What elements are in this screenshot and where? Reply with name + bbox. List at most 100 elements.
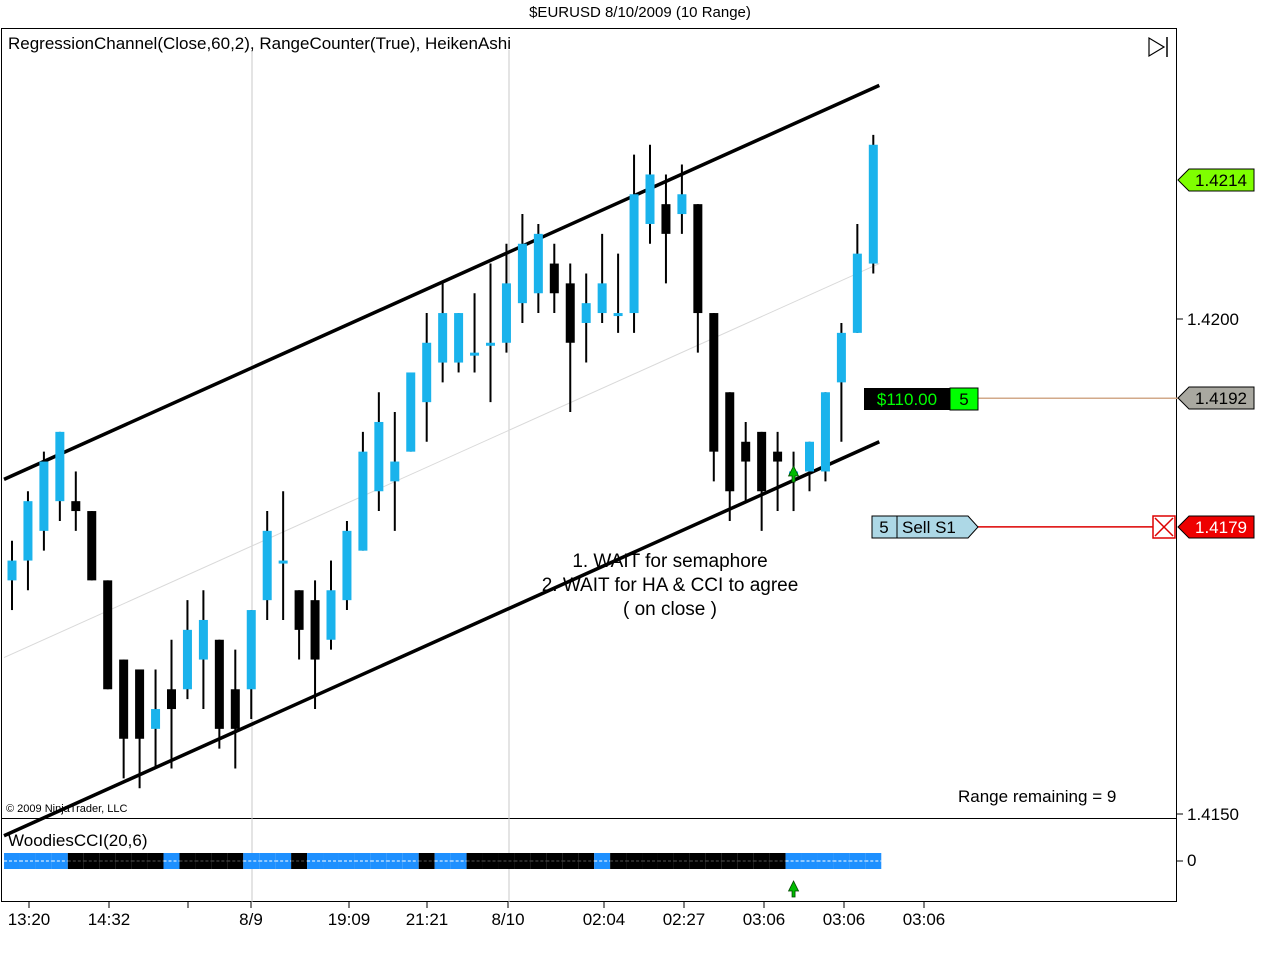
semaphore-arrow [787, 465, 800, 483]
cci-panel[interactable] [1, 819, 1177, 902]
candle-body [533, 233, 543, 294]
candle [757, 431, 767, 531]
candle [454, 313, 464, 373]
candle-body [406, 372, 416, 452]
candle [868, 134, 878, 274]
order-qty-text: 5 [879, 518, 888, 537]
x-tick-label: 8/9 [239, 910, 263, 929]
candle [406, 372, 416, 452]
order-label-text: Sell S1 [902, 518, 956, 537]
candle-body [182, 629, 192, 690]
candle-body [438, 313, 448, 363]
pnl-box-bg [864, 388, 950, 410]
candle-body [374, 421, 384, 492]
annotation-text: 1. WAIT for semaphore 2. WAIT for HA & C… [520, 550, 820, 622]
candle [820, 392, 830, 482]
cci-semaphore-arrow [787, 880, 800, 898]
position-qty-box [949, 387, 979, 411]
last-price-text: 1.4214 [1195, 171, 1247, 190]
candle [119, 659, 129, 779]
play-to-end-icon[interactable] [1148, 36, 1168, 58]
candle [278, 491, 288, 620]
candle [613, 253, 623, 333]
last-price-tag: 1.4214 [1177, 168, 1255, 192]
candle-body [294, 590, 304, 630]
candle-body [87, 511, 97, 581]
cancel-order-icon[interactable] [1152, 515, 1176, 539]
candle [342, 520, 352, 611]
candle-body [390, 461, 400, 482]
candle [725, 392, 735, 521]
candle-body [422, 342, 432, 403]
channel-middle-line [3, 263, 880, 659]
candle [597, 233, 607, 323]
candle-body [501, 283, 511, 343]
candle [677, 164, 687, 234]
candle [581, 273, 591, 363]
candle [262, 511, 272, 620]
x-tick-label: 8/10 [491, 910, 524, 929]
cci-indicator-label: WoodiesCCI(20,6) [8, 831, 148, 850]
candle-body [310, 600, 320, 660]
x-tick-label: 21:21 [406, 910, 449, 929]
channel-upper-line [3, 83, 881, 481]
candle-body [629, 194, 639, 314]
candle-body [693, 204, 703, 314]
candle-body [613, 313, 623, 317]
candle [533, 223, 543, 314]
order-price-text: 1.4179 [1195, 518, 1247, 537]
candle-body [677, 194, 687, 215]
candle [7, 540, 17, 611]
candle [198, 590, 208, 710]
candle-body [151, 709, 161, 729]
candle-body [709, 313, 719, 452]
candle-body [119, 659, 129, 739]
candle [693, 204, 703, 353]
candle-body [645, 174, 655, 224]
candle [390, 412, 400, 531]
pnl-box[interactable]: $110.00 5 [864, 387, 979, 411]
candle [358, 431, 368, 551]
price-panel[interactable] [1, 28, 1177, 819]
candle [214, 639, 224, 749]
candle-body [135, 669, 145, 739]
candle [852, 223, 862, 333]
x-tick-label: 14:32 [88, 910, 131, 929]
candle-body [868, 144, 878, 264]
candle [501, 243, 511, 353]
y-tick-label: 1.4200 [1187, 310, 1239, 329]
order-price-tag[interactable]: 1.4179 [1177, 515, 1255, 539]
candle-body [23, 501, 33, 561]
candle [470, 293, 480, 373]
candle-body [597, 283, 607, 314]
candle [836, 322, 846, 442]
channel-lower-line [3, 440, 881, 838]
sell-order-box[interactable]: 5 Sell S1 [871, 515, 979, 539]
position-price-tag[interactable]: 1.4192 [1177, 386, 1255, 410]
candle [71, 471, 81, 531]
axis-ticks: 1.4150 1.4200 13:20 14:32 8/9 19:09 21:21 8/10 0… [8, 310, 1239, 929]
candle-body [71, 501, 81, 512]
candle [103, 580, 113, 690]
vertical-gridlines [251, 50, 510, 902]
pnl-text: $110.00 [877, 390, 937, 409]
candle-body [278, 560, 288, 564]
candle [167, 639, 176, 769]
candle-body [805, 441, 814, 472]
candle-body [55, 431, 65, 502]
candle [230, 649, 240, 769]
candle-body [230, 689, 240, 729]
candle-body [565, 283, 575, 343]
candle [422, 313, 432, 442]
cci-zero-tick-label: 0 [1187, 851, 1197, 870]
candle-body [661, 204, 671, 234]
x-tick-label: 13:20 [8, 910, 51, 929]
position-qty-text: 5 [959, 390, 968, 409]
candle-body [262, 530, 272, 601]
candle-body [773, 451, 783, 462]
indicators-label: RegressionChannel(Close,60,2), RangeCoun… [8, 34, 512, 53]
candle [629, 154, 639, 333]
candle-body [549, 263, 559, 294]
candle-body [246, 610, 256, 690]
